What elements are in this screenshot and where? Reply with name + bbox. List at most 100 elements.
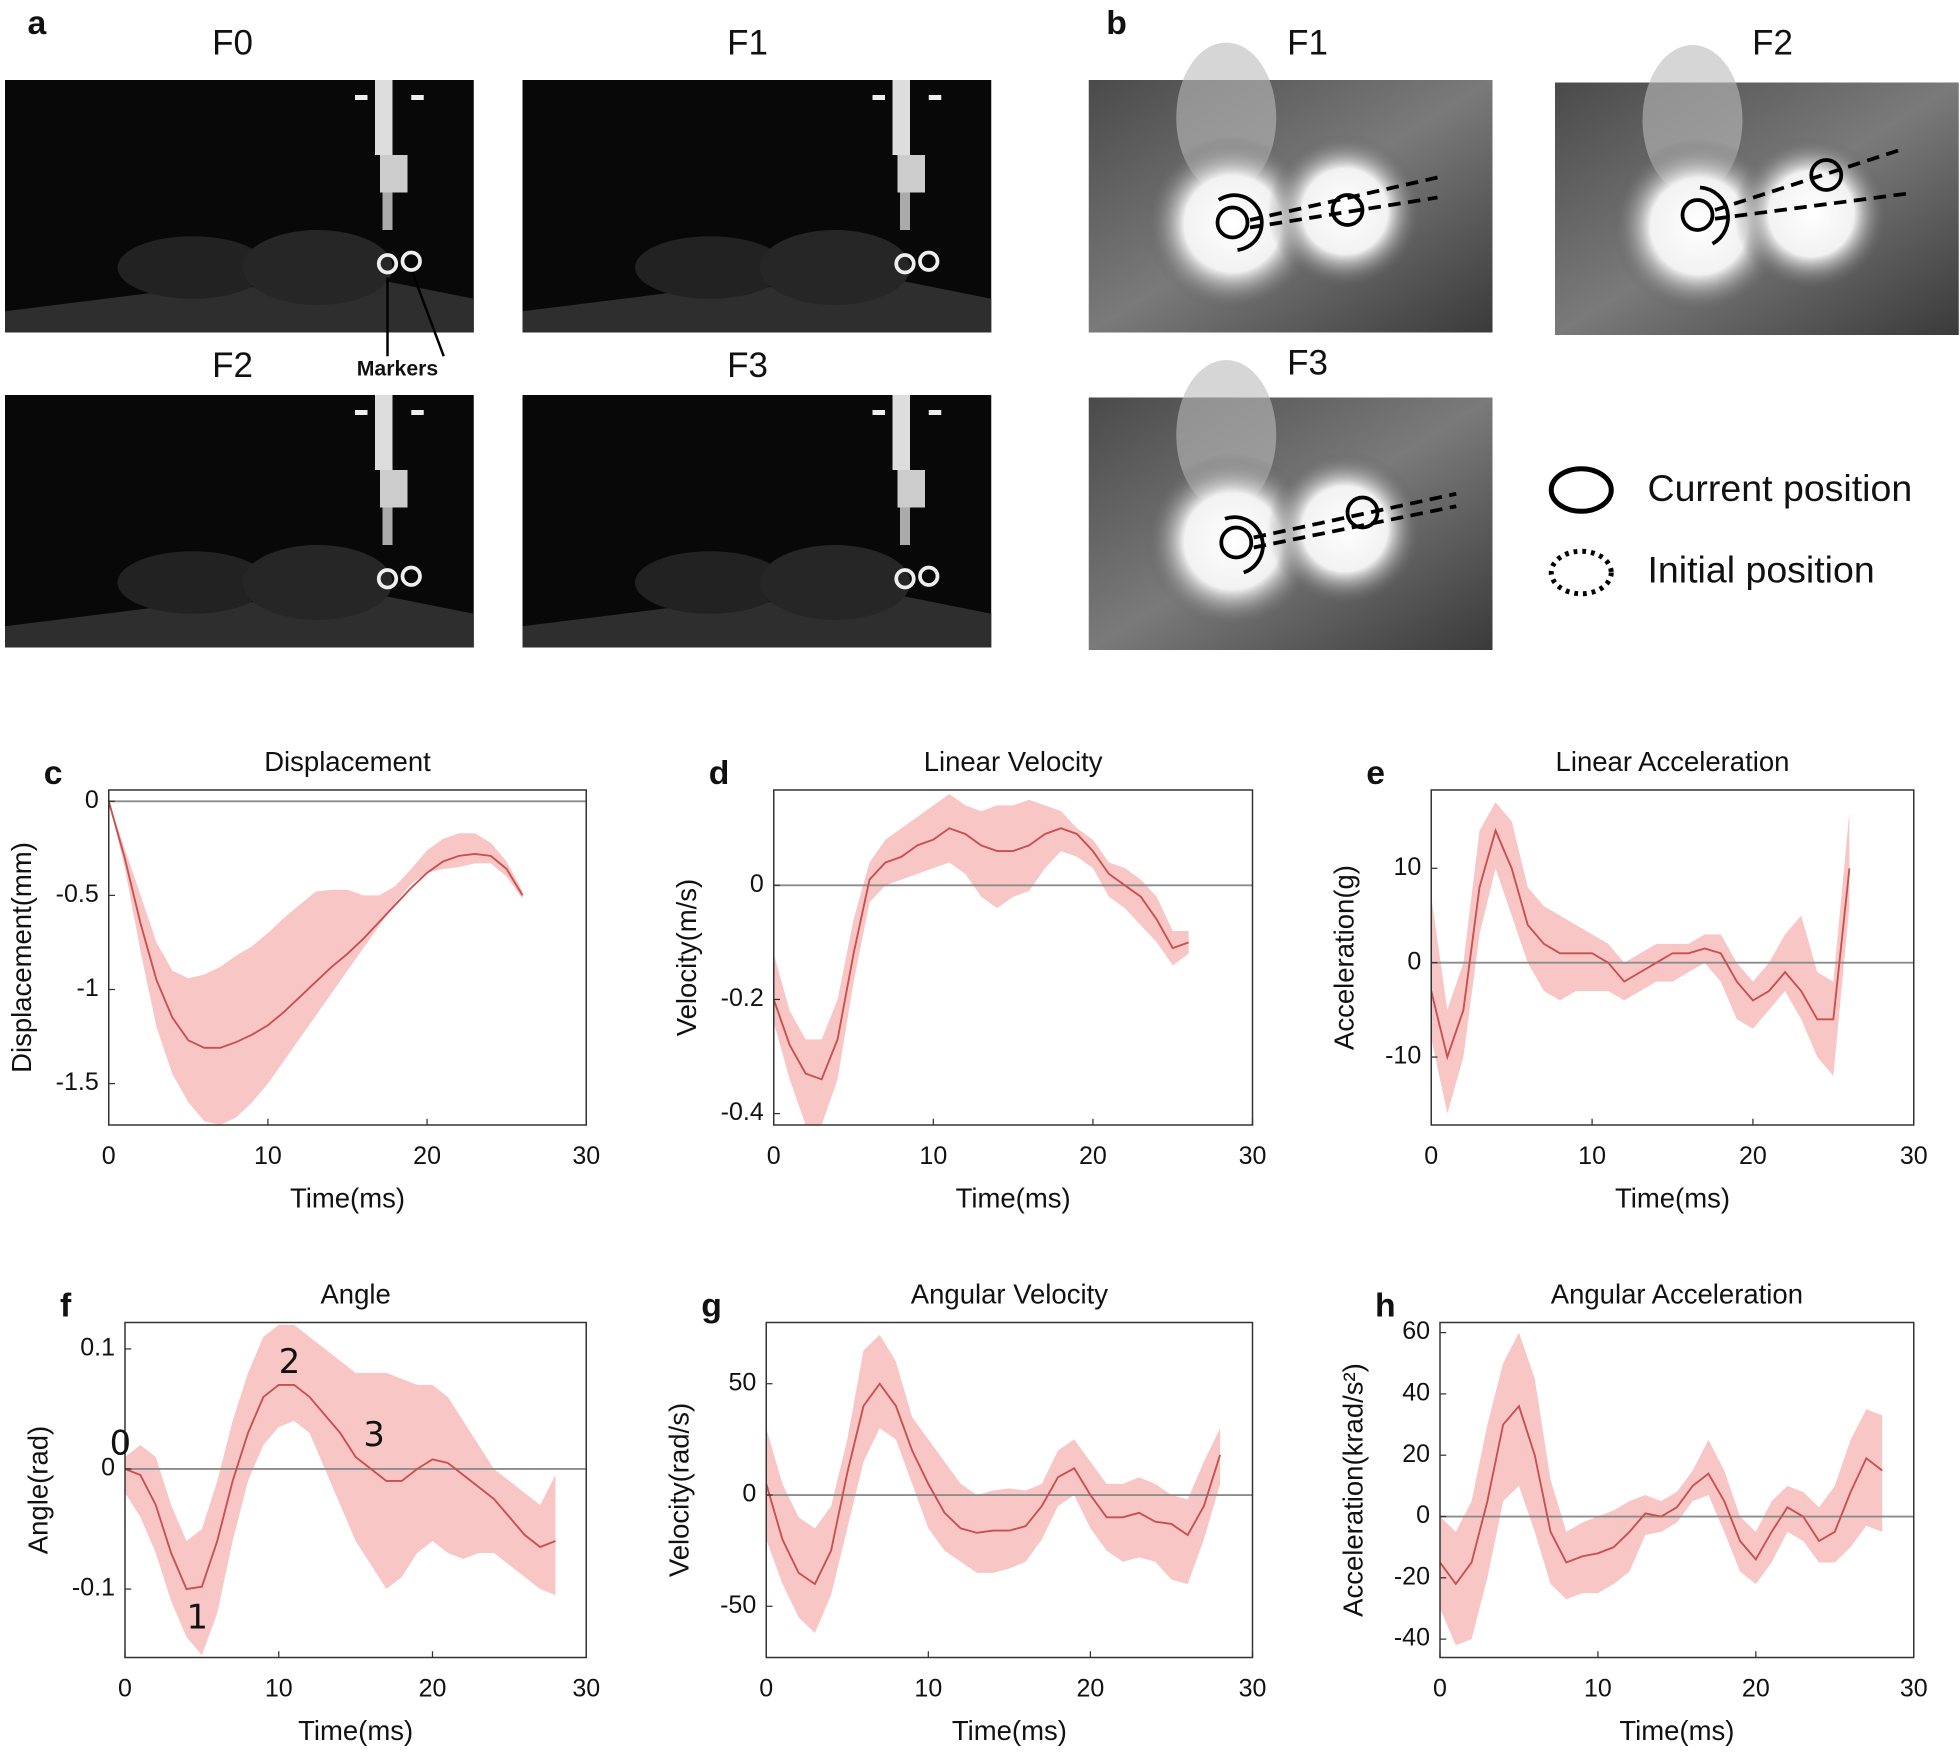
- photo: [1555, 45, 1959, 335]
- x-tick-label: 10: [914, 1675, 942, 1703]
- x-tick-label: 20: [419, 1675, 447, 1703]
- photo: [1088, 42, 1493, 333]
- plot: [1439, 1332, 1914, 1646]
- frame-label: F2: [212, 346, 253, 385]
- chart-title: Angle: [320, 1279, 390, 1310]
- x-tick-label: 10: [254, 1142, 282, 1170]
- y-axis-label: Acceleration(krad/s²): [1337, 1363, 1368, 1617]
- x-tick-label: 10: [919, 1142, 947, 1170]
- frame-label: F3: [727, 346, 768, 385]
- x-axis-label: Time(ms): [298, 1715, 413, 1746]
- markers: [1215, 148, 1907, 597]
- x-axis-label: Time(ms): [952, 1715, 1067, 1746]
- axes-box: [124, 1321, 587, 1659]
- chart-title: Linear Acceleration: [1556, 746, 1790, 777]
- x-tick-label: 30: [572, 1675, 600, 1703]
- panel-label: d: [709, 754, 730, 792]
- y-tick-label: 0: [742, 1480, 756, 1508]
- y-tick-label: -10: [1385, 1042, 1421, 1070]
- photo: [520, 78, 994, 335]
- x-tick-label: 30: [1239, 1675, 1267, 1703]
- panel-label: h: [1375, 1286, 1396, 1324]
- y-tick-label: 10: [1393, 853, 1421, 881]
- x-tick-label: 0: [1433, 1675, 1447, 1703]
- photo: [3, 78, 476, 335]
- x-tick-label: 0: [767, 1142, 781, 1170]
- x-tick-label: 30: [572, 1142, 600, 1170]
- y-axis-label: Velocity(m/s): [671, 879, 702, 1036]
- mean-line: [765, 1382, 1221, 1586]
- x-axis-label: Time(ms): [1615, 1182, 1730, 1213]
- photo: [1088, 360, 1493, 650]
- y-tick-label: -1: [77, 974, 99, 1002]
- chart-title: Angular Acceleration: [1551, 1279, 1803, 1310]
- axes-box: [1439, 1321, 1915, 1659]
- annotation: 1: [187, 1598, 208, 1637]
- x-tick-label: 20: [1739, 1142, 1767, 1170]
- mean-line: [107, 801, 524, 1049]
- y-tick-label: -50: [720, 1591, 756, 1619]
- y-tick-label: 60: [1402, 1317, 1430, 1345]
- axes-box: [108, 789, 587, 1126]
- x-tick-label: 0: [118, 1675, 132, 1703]
- x-axis-label: Time(ms): [956, 1182, 1071, 1213]
- plot: [772, 793, 1253, 1125]
- y-tick-label: 50: [728, 1368, 756, 1396]
- y-tick-label: 0: [1416, 1501, 1430, 1529]
- y-tick-label: 0: [750, 870, 764, 898]
- x-axis-label: Time(ms): [1619, 1715, 1734, 1746]
- mean-line: [124, 1384, 556, 1591]
- y-tick-label: -20: [1394, 1562, 1430, 1590]
- x-tick-label: 20: [1079, 1142, 1107, 1170]
- y-axis-label: Velocity(rad/s): [664, 1403, 695, 1577]
- y-tick-label: 0.1: [80, 1334, 115, 1362]
- pointer: [411, 272, 445, 357]
- frame-label: F2: [1752, 23, 1793, 62]
- x-tick-label: 0: [102, 1142, 116, 1170]
- legend-label: Current position: [1648, 467, 1913, 509]
- frame-label: F1: [1287, 23, 1328, 62]
- panel-label: a: [28, 4, 47, 42]
- x-tick-label: 10: [1578, 1142, 1606, 1170]
- error-band: [1431, 802, 1850, 1114]
- photo: [3, 393, 476, 650]
- plot: [107, 800, 587, 1125]
- error-band: [125, 1324, 556, 1656]
- y-tick-label: 0: [1407, 947, 1421, 975]
- axes-box: [1430, 789, 1915, 1126]
- y-tick-label: -0.5: [56, 880, 99, 908]
- x-tick-label: 30: [1900, 1142, 1928, 1170]
- legend-label: Initial position: [1648, 548, 1875, 590]
- annotation: 2: [279, 1342, 300, 1381]
- axes-box: [773, 789, 1254, 1126]
- y-tick-label: 20: [1402, 1440, 1430, 1468]
- annotation: 3: [363, 1415, 384, 1454]
- x-axis-label: Time(ms): [290, 1182, 405, 1213]
- chart-title: Linear Velocity: [924, 746, 1103, 777]
- panel-label: c: [44, 754, 63, 792]
- x-tick-label: 20: [413, 1142, 441, 1170]
- frame-label: F1: [727, 23, 768, 62]
- axes-box: [765, 1321, 1254, 1659]
- y-tick-label: -40: [1394, 1624, 1430, 1652]
- error-band: [108, 801, 523, 1125]
- chart-title: Displacement: [264, 746, 431, 777]
- panel-label: e: [1366, 754, 1385, 792]
- plot: [765, 1334, 1253, 1634]
- chart-title: Angular Velocity: [911, 1279, 1108, 1310]
- x-tick-label: 0: [759, 1675, 773, 1703]
- error-band: [1440, 1332, 1883, 1646]
- plot: [1430, 802, 1914, 1114]
- annotation: 0: [110, 1423, 131, 1462]
- y-tick-label: 0: [85, 786, 99, 814]
- y-axis-label: Displacement(mm): [6, 842, 37, 1073]
- y-tick-label: 40: [1402, 1379, 1430, 1407]
- panel-label: b: [1106, 4, 1127, 42]
- y-axis-label: Acceleration(g): [1329, 865, 1360, 1050]
- y-tick-label: -0.2: [721, 984, 764, 1012]
- y-tick-label: -0.1: [72, 1574, 115, 1602]
- panel-label: g: [701, 1286, 722, 1324]
- error-band: [773, 793, 1189, 1125]
